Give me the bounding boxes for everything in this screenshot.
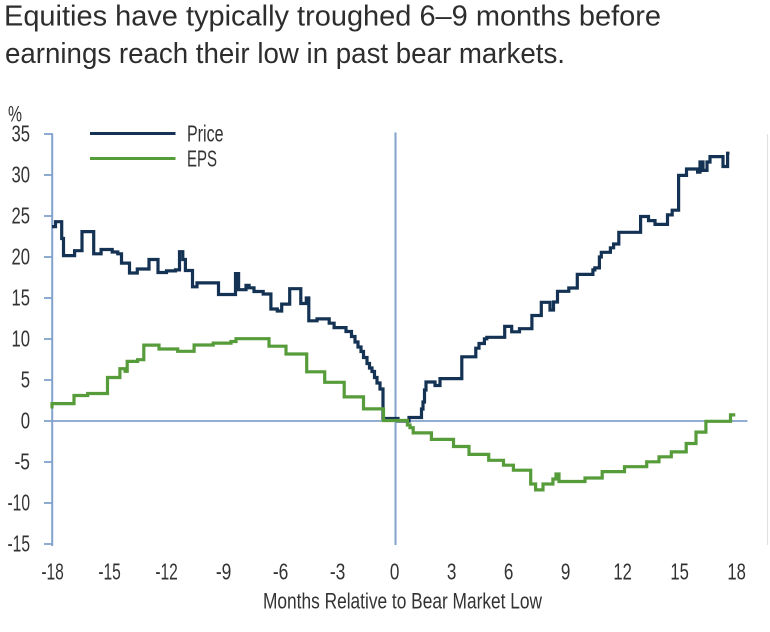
svg-text:earnings reach their low in pa: earnings reach their low in past bear ma… <box>5 38 565 70</box>
svg-text:15: 15 <box>12 285 31 311</box>
svg-text:-15: -15 <box>98 559 121 585</box>
svg-text:6: 6 <box>504 559 514 585</box>
svg-text:30: 30 <box>12 162 31 188</box>
svg-text:-12: -12 <box>155 559 178 585</box>
svg-text:10: 10 <box>12 326 31 352</box>
svg-text:3: 3 <box>447 559 457 585</box>
svg-text:Equities have typically trough: Equities have typically troughed 6–9 mon… <box>4 1 661 33</box>
svg-text:0: 0 <box>21 408 30 434</box>
svg-text:-18: -18 <box>41 559 64 585</box>
svg-text:-10: -10 <box>8 490 31 516</box>
svg-text:-9: -9 <box>216 559 232 585</box>
svg-text:0: 0 <box>390 559 400 585</box>
svg-text:%: % <box>8 102 22 127</box>
svg-text:9: 9 <box>561 559 571 585</box>
svg-text:15: 15 <box>670 559 689 585</box>
svg-text:20: 20 <box>12 244 31 270</box>
svg-text:12: 12 <box>613 559 632 585</box>
svg-text:25: 25 <box>12 203 31 229</box>
svg-text:EPS: EPS <box>187 146 217 172</box>
svg-text:18: 18 <box>727 559 746 585</box>
svg-text:-6: -6 <box>273 559 289 585</box>
svg-text:Price: Price <box>187 121 224 147</box>
svg-text:-5: -5 <box>15 449 31 475</box>
svg-text:-3: -3 <box>330 559 346 585</box>
svg-text:5: 5 <box>21 367 30 393</box>
svg-text:-15: -15 <box>8 531 31 557</box>
svg-text:35: 35 <box>12 121 31 147</box>
svg-text:Months Relative to Bear Market: Months Relative to Bear Market Low <box>263 589 542 614</box>
